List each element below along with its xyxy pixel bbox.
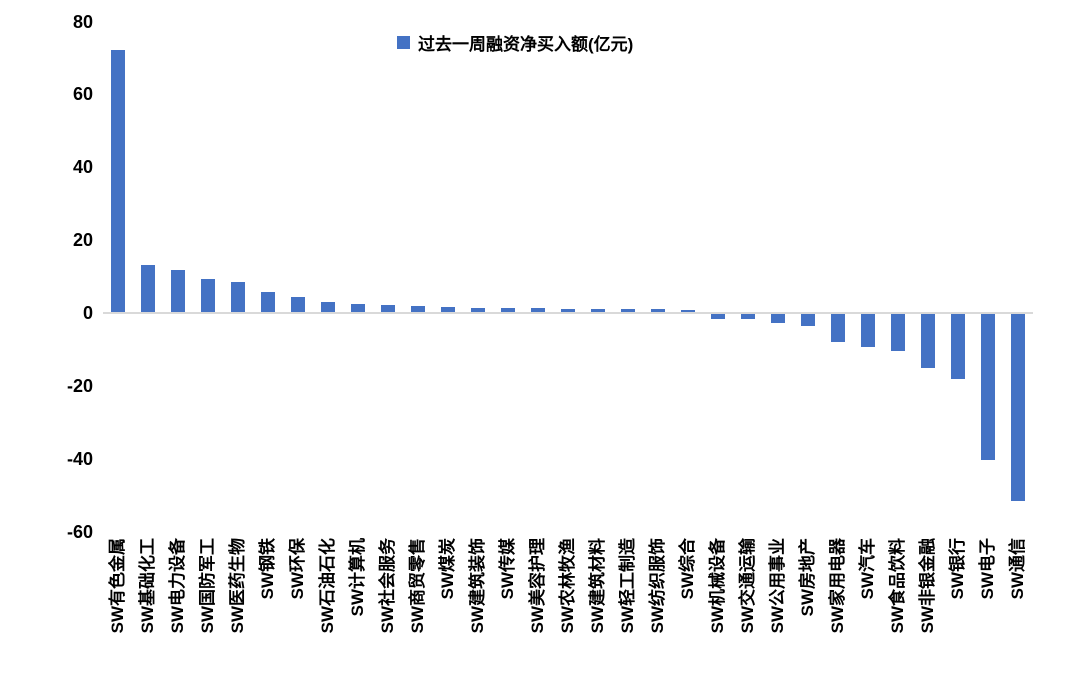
x-category-label: SW银行 <box>948 538 967 600</box>
x-category-label: SW建筑材料 <box>588 538 607 634</box>
bar <box>531 308 545 312</box>
bar <box>561 308 575 312</box>
bar <box>261 292 275 312</box>
bar <box>831 314 845 343</box>
bar <box>681 309 695 312</box>
x-category-label: SW交通运输 <box>738 538 757 634</box>
x-category-label: SW家用电器 <box>828 538 847 634</box>
x-category-label: SW社会服务 <box>378 538 397 634</box>
bar <box>201 279 215 312</box>
bar <box>711 314 725 320</box>
x-category-label: SW汽车 <box>858 538 877 600</box>
x-category-label: SW电力设备 <box>168 538 187 634</box>
bar <box>891 314 905 352</box>
y-tick-label: 80 <box>72 11 93 32</box>
x-category-label: SW煤炭 <box>438 538 457 600</box>
bar <box>321 301 335 312</box>
legend-marker-icon <box>397 36 410 49</box>
x-category-label: SW石油石化 <box>318 538 337 634</box>
bar <box>591 308 605 312</box>
bar <box>621 309 635 312</box>
legend: 过去一周融资净买入额(亿元) <box>397 30 633 55</box>
bar <box>951 314 965 379</box>
x-category-label: SW商贸零售 <box>408 538 427 634</box>
y-tick-label: 60 <box>72 84 93 105</box>
bar <box>771 314 785 324</box>
x-category-label: SW非银金融 <box>918 538 937 634</box>
bar <box>351 303 365 312</box>
x-category-label: SW综合 <box>678 538 697 600</box>
bar <box>231 282 245 312</box>
y-tick-label: 40 <box>72 157 93 178</box>
x-category-label: SW轻工制造 <box>618 538 637 634</box>
x-category-label: SW医药生物 <box>228 538 247 634</box>
bar <box>861 314 875 348</box>
bar <box>1011 314 1025 501</box>
x-category-label: SW钢铁 <box>258 538 277 600</box>
x-category-label: SW机械设备 <box>708 538 727 634</box>
y-tick-label: 0 <box>82 303 93 323</box>
x-category-label: SW建筑装饰 <box>468 538 487 634</box>
x-category-label: SW国防军工 <box>198 538 217 634</box>
x-category-label: SW纺织服饰 <box>648 538 667 634</box>
x-category-label: SW农林牧渔 <box>558 538 577 634</box>
y-tick-label: -60 <box>66 521 93 542</box>
bar <box>651 309 665 312</box>
x-axis-line <box>103 312 1033 314</box>
bar <box>411 306 425 312</box>
bar <box>501 307 515 312</box>
bar <box>381 305 395 312</box>
bar <box>141 264 155 312</box>
x-category-label: SW通信 <box>1008 538 1027 600</box>
x-category-label: SW公用事业 <box>768 538 787 634</box>
x-category-label: SW传媒 <box>498 538 517 600</box>
bar <box>741 314 755 320</box>
legend-label: 过去一周融资净买入额(亿元) <box>418 35 634 54</box>
x-category-label: SW环保 <box>288 538 307 600</box>
y-tick-label: -40 <box>66 448 93 469</box>
x-category-label: SW美容护理 <box>528 538 547 634</box>
y-tick-label: -20 <box>66 375 93 396</box>
bar <box>291 297 305 312</box>
y-tick-label: 20 <box>72 230 93 251</box>
bar <box>801 314 815 326</box>
bar <box>111 49 125 312</box>
bar <box>981 314 995 460</box>
bar <box>441 306 455 312</box>
x-category-label: SW电子 <box>978 538 997 600</box>
bar <box>471 307 485 312</box>
x-category-label: SW房地产 <box>798 538 817 617</box>
bar <box>171 270 185 312</box>
x-category-label: SW有色金属 <box>108 538 127 634</box>
x-category-label: SW食品饮料 <box>888 538 907 634</box>
bar <box>921 314 935 368</box>
x-category-label: SW计算机 <box>348 538 367 617</box>
x-category-label: SW基础化工 <box>138 538 157 634</box>
